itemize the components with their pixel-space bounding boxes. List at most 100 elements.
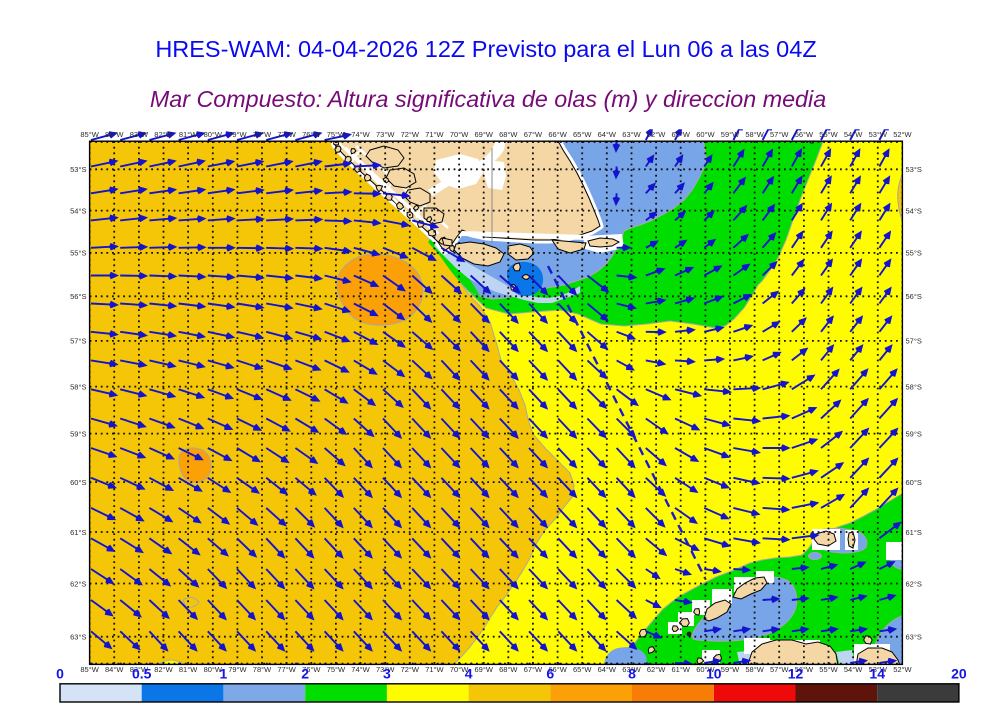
svg-text:54°S: 54°S — [70, 206, 86, 215]
svg-text:3: 3 — [383, 666, 391, 682]
svg-text:53°W: 53°W — [869, 665, 888, 674]
svg-text:85°W: 85°W — [80, 130, 99, 139]
svg-text:67°W: 67°W — [524, 665, 543, 674]
svg-text:79°W: 79°W — [228, 130, 247, 139]
svg-text:54°S: 54°S — [906, 206, 922, 215]
svg-text:73°W: 73°W — [376, 130, 395, 139]
svg-text:HRES-WAM: 04-04-2026 12Z Previ: HRES-WAM: 04-04-2026 12Z Previsto para e… — [155, 36, 816, 62]
svg-text:57°W: 57°W — [770, 130, 789, 139]
svg-text:58°S: 58°S — [70, 382, 86, 391]
svg-text:60°S: 60°S — [906, 478, 922, 487]
svg-text:58°S: 58°S — [906, 382, 922, 391]
svg-text:77°W: 77°W — [277, 665, 296, 674]
svg-text:62°S: 62°S — [70, 579, 86, 588]
svg-text:71°W: 71°W — [425, 130, 444, 139]
svg-text:52°W: 52°W — [893, 130, 912, 139]
svg-text:59°S: 59°S — [70, 429, 86, 438]
svg-text:56°S: 56°S — [70, 292, 86, 301]
svg-text:85°W: 85°W — [80, 665, 99, 674]
svg-text:56°W: 56°W — [795, 130, 814, 139]
svg-text:0.5: 0.5 — [132, 666, 152, 682]
svg-text:63°W: 63°W — [622, 665, 641, 674]
svg-text:82°W: 82°W — [154, 130, 173, 139]
svg-text:59°W: 59°W — [721, 130, 740, 139]
svg-text:55°W: 55°W — [819, 665, 838, 674]
svg-text:62°W: 62°W — [647, 130, 666, 139]
svg-text:53°W: 53°W — [869, 130, 888, 139]
svg-text:74°W: 74°W — [351, 665, 370, 674]
svg-text:79°W: 79°W — [228, 665, 247, 674]
svg-text:62°S: 62°S — [906, 579, 922, 588]
svg-text:20: 20 — [951, 666, 967, 682]
svg-text:54°W: 54°W — [844, 130, 863, 139]
svg-text:78°W: 78°W — [253, 665, 272, 674]
svg-text:63°S: 63°S — [70, 633, 86, 642]
svg-text:Mar Compuesto: Altura signific: Mar Compuesto: Altura significativa de o… — [150, 86, 826, 112]
svg-text:84°W: 84°W — [105, 665, 124, 674]
svg-text:6: 6 — [546, 666, 554, 682]
svg-text:60°W: 60°W — [696, 665, 715, 674]
svg-text:56°S: 56°S — [906, 292, 922, 301]
svg-text:58°W: 58°W — [745, 665, 764, 674]
svg-text:58°W: 58°W — [745, 130, 764, 139]
svg-text:8: 8 — [628, 666, 636, 682]
svg-text:67°W: 67°W — [524, 130, 543, 139]
svg-text:57°S: 57°S — [70, 337, 86, 346]
svg-text:68°W: 68°W — [499, 665, 518, 674]
svg-text:55°W: 55°W — [819, 130, 838, 139]
svg-text:61°S: 61°S — [906, 528, 922, 537]
svg-text:70°W: 70°W — [450, 130, 469, 139]
svg-text:12: 12 — [788, 666, 804, 682]
svg-text:84°W: 84°W — [105, 130, 124, 139]
svg-text:78°W: 78°W — [253, 130, 272, 139]
svg-text:80°W: 80°W — [204, 130, 223, 139]
svg-text:57°W: 57°W — [770, 665, 789, 674]
svg-text:53°S: 53°S — [70, 165, 86, 174]
svg-text:80°W: 80°W — [204, 665, 223, 674]
svg-text:62°W: 62°W — [647, 665, 666, 674]
svg-text:72°W: 72°W — [401, 130, 420, 139]
svg-text:76°W: 76°W — [302, 130, 321, 139]
svg-text:59°W: 59°W — [721, 665, 740, 674]
svg-text:70°W: 70°W — [450, 665, 469, 674]
svg-text:66°W: 66°W — [548, 665, 567, 674]
svg-text:14: 14 — [869, 666, 885, 682]
svg-text:75°W: 75°W — [327, 665, 346, 674]
svg-text:55°S: 55°S — [70, 249, 86, 258]
svg-text:52°W: 52°W — [893, 665, 912, 674]
svg-text:66°W: 66°W — [548, 130, 567, 139]
svg-text:77°W: 77°W — [277, 130, 296, 139]
svg-text:63°S: 63°S — [906, 633, 922, 642]
svg-text:69°W: 69°W — [474, 130, 493, 139]
svg-text:81°W: 81°W — [179, 665, 198, 674]
svg-text:69°W: 69°W — [474, 665, 493, 674]
svg-text:59°S: 59°S — [906, 429, 922, 438]
svg-text:68°W: 68°W — [499, 130, 518, 139]
svg-text:54°W: 54°W — [844, 665, 863, 674]
svg-text:61°S: 61°S — [70, 528, 86, 537]
svg-text:73°W: 73°W — [376, 665, 395, 674]
svg-text:60°W: 60°W — [696, 130, 715, 139]
svg-text:83°W: 83°W — [130, 665, 149, 674]
svg-text:64°W: 64°W — [598, 665, 617, 674]
svg-text:10: 10 — [706, 666, 722, 682]
svg-text:55°S: 55°S — [906, 249, 922, 258]
svg-text:61°W: 61°W — [671, 665, 690, 674]
svg-text:76°W: 76°W — [302, 665, 321, 674]
svg-text:83°W: 83°W — [130, 130, 149, 139]
svg-text:4: 4 — [465, 666, 473, 682]
svg-text:81°W: 81°W — [179, 130, 198, 139]
svg-text:56°W: 56°W — [795, 665, 814, 674]
svg-text:0: 0 — [56, 666, 64, 682]
svg-text:53°S: 53°S — [906, 165, 922, 174]
svg-text:61°W: 61°W — [671, 130, 690, 139]
svg-text:65°W: 65°W — [573, 130, 592, 139]
svg-text:75°W: 75°W — [327, 130, 346, 139]
svg-text:71°W: 71°W — [425, 665, 444, 674]
svg-text:64°W: 64°W — [598, 130, 617, 139]
svg-text:74°W: 74°W — [351, 130, 370, 139]
svg-text:2: 2 — [301, 666, 309, 682]
svg-text:63°W: 63°W — [622, 130, 641, 139]
svg-text:60°S: 60°S — [70, 478, 86, 487]
svg-text:82°W: 82°W — [154, 665, 173, 674]
